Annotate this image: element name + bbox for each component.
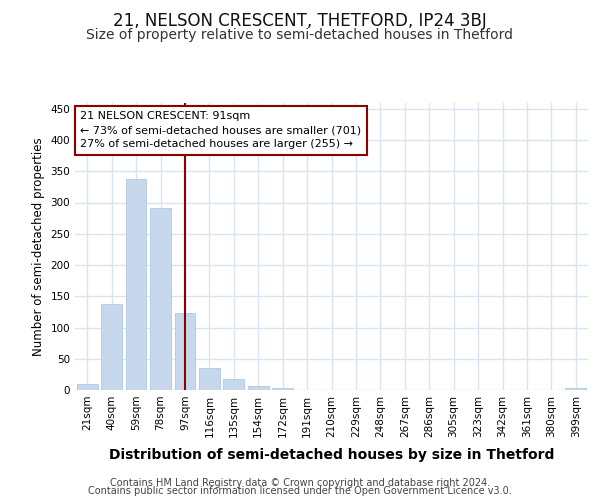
- Text: 21, NELSON CRESCENT, THETFORD, IP24 3BJ: 21, NELSON CRESCENT, THETFORD, IP24 3BJ: [113, 12, 487, 30]
- Bar: [77, 384, 98, 390]
- Bar: [150, 208, 171, 390]
- Bar: [248, 386, 269, 390]
- Bar: [272, 388, 293, 390]
- Bar: [101, 304, 122, 390]
- Text: 21 NELSON CRESCENT: 91sqm
← 73% of semi-detached houses are smaller (701)
27% of: 21 NELSON CRESCENT: 91sqm ← 73% of semi-…: [80, 111, 361, 149]
- Text: Size of property relative to semi-detached houses in Thetford: Size of property relative to semi-detach…: [86, 28, 514, 42]
- X-axis label: Distribution of semi-detached houses by size in Thetford: Distribution of semi-detached houses by …: [109, 448, 554, 462]
- Text: Contains public sector information licensed under the Open Government Licence v3: Contains public sector information licen…: [88, 486, 512, 496]
- Bar: [175, 313, 196, 390]
- Bar: [199, 368, 220, 390]
- Bar: [565, 388, 586, 390]
- Bar: [223, 379, 244, 390]
- Text: Contains HM Land Registry data © Crown copyright and database right 2024.: Contains HM Land Registry data © Crown c…: [110, 478, 490, 488]
- Bar: [125, 180, 146, 390]
- Y-axis label: Number of semi-detached properties: Number of semi-detached properties: [32, 137, 45, 356]
